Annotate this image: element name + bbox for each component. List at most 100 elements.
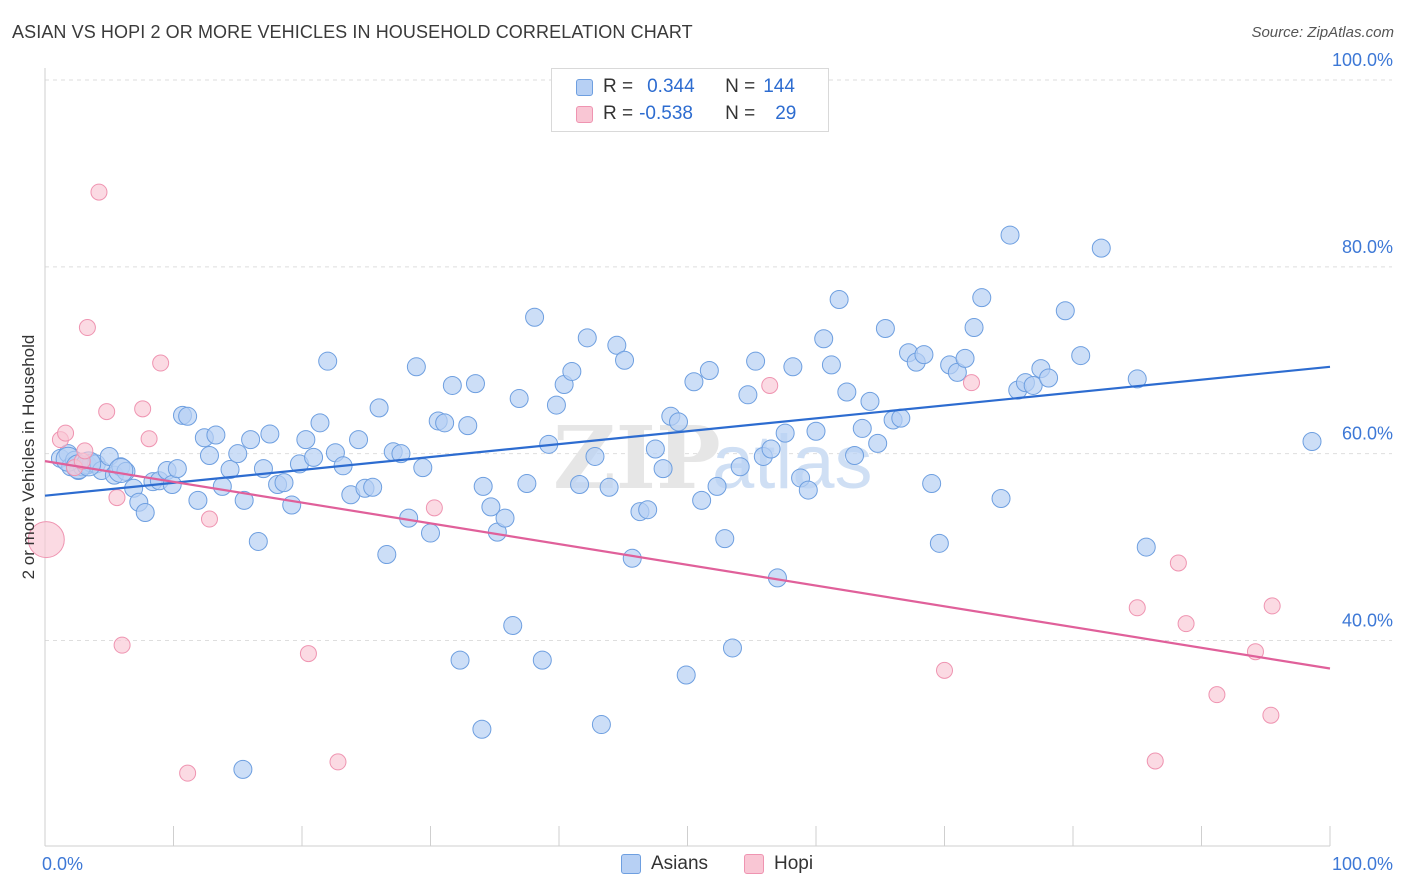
hopi-point [113,636,131,654]
asians-point [473,476,493,496]
asians-point [845,446,865,466]
r-value-hopi: -0.538 [639,103,693,124]
hopi-point [200,510,218,528]
n-label: N = [725,76,756,97]
r-value-asians: 0.344 [647,76,695,97]
asians-point [241,430,261,450]
hopi-point [76,442,94,460]
r-label: R = [603,103,634,124]
asians-point [607,335,627,355]
legend-label-asians: Asians [651,853,709,874]
hopi-point [179,764,197,782]
y-tick-label: 60.0% [1342,424,1393,444]
asians-point [615,350,635,370]
asians-point [260,424,280,444]
asians-swatch-icon [621,854,641,874]
asians-point [972,288,992,308]
asians-point [525,307,545,327]
asians-trendline [44,365,1331,497]
asians-point [798,480,818,500]
asians-point [638,500,658,520]
x-tick-label-max: 100.0% [1332,854,1393,874]
hopi-point [936,661,953,679]
y-tick-label: 100.0% [1332,50,1393,70]
hopi-point [152,354,170,372]
asians-point [955,348,975,368]
asians-point [599,477,619,497]
asians-point [591,715,611,735]
asians-point [1039,368,1059,388]
asians-point [517,474,537,494]
asians-point [914,345,934,365]
asians-point [188,490,208,510]
y-axis-label: 2 or more Vehicles in Household [19,335,38,580]
asians-point [622,548,642,568]
asians-point [821,355,841,375]
asians-point [746,351,766,371]
hopi-point [962,374,980,392]
asians-point [1071,346,1091,366]
axes [44,68,1331,847]
n-value-asians: 144 [763,76,795,97]
asians-point [233,759,253,779]
correlation-legend: R = 0.344 N = 144 R = -0.538 N = 29 [551,68,829,132]
asians-point [730,457,750,477]
asians-point [465,374,485,394]
asians-point [509,389,529,409]
asians-point [442,375,462,395]
hopi-point [1128,599,1146,617]
hopi-point [761,376,779,394]
asians-point [707,476,727,496]
asians-point [435,413,455,433]
hopi-point [90,183,108,201]
asians-point [234,490,254,510]
asians-point [1055,301,1075,321]
asians-point [875,318,895,338]
asians-point [699,361,719,381]
asians-point [783,357,803,377]
asians-point [852,418,872,438]
legend-item-asians[interactable]: Asians [621,852,708,876]
hopi-swatch-icon [744,854,764,874]
asians-point [1091,238,1111,258]
asians-point [274,473,294,493]
hopi-point [1208,686,1226,704]
asians-point [296,430,316,450]
asians-point [676,665,696,685]
asians-point [318,351,338,371]
asians-point [837,382,857,402]
asians-point [458,416,478,436]
asians-point [310,413,330,433]
asians-point [532,650,552,670]
asians-point [692,490,712,510]
asians-point [585,446,605,466]
hopi-point [1262,706,1280,724]
asians-point [922,474,942,494]
asians-point [108,457,134,483]
hopi-point [27,521,65,559]
hopi-point [1146,752,1164,770]
n-value-hopi: 29 [775,103,797,124]
asians-point [684,372,704,392]
asians-point [653,459,673,479]
asians-point [363,477,383,497]
asians-point [135,503,155,523]
asians-point [991,488,1011,508]
asians-point [1023,375,1043,395]
asians-point [669,412,689,432]
y-tick-label: 80.0% [1342,237,1393,257]
axis-labels: 100.0% 80.0% 60.0% 40.0% 0.0% 100.0% 2 or more… [19,50,1393,874]
hopi-point [57,424,75,442]
hopi-trendline [44,460,1331,670]
asians-point [829,290,849,310]
asians-point [199,446,219,466]
asians-point [1127,369,1147,389]
asians-point [167,459,187,479]
legend-item-hopi[interactable]: Hopi [744,852,813,876]
x-tick-label-min: 0.0% [42,854,83,874]
asians-point [248,531,268,551]
r-label: R = [603,76,634,97]
asians-point [481,497,501,517]
hopi-point [134,400,152,418]
